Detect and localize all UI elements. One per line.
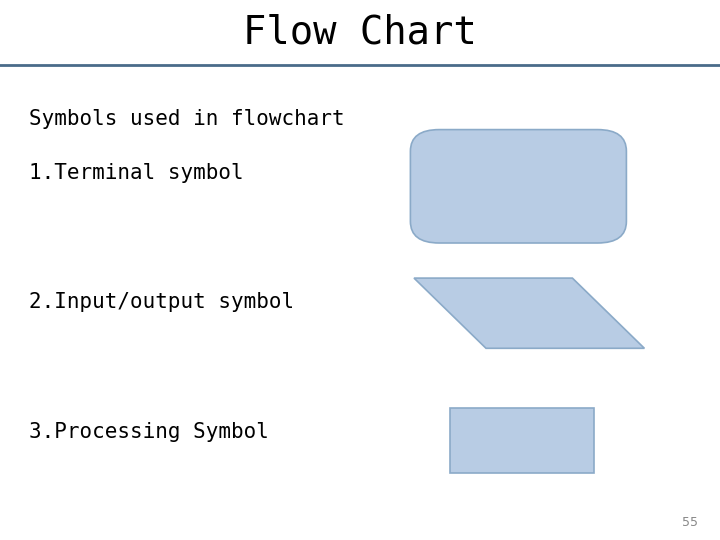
- Text: 55: 55: [683, 516, 698, 529]
- Text: Flow Chart: Flow Chart: [243, 14, 477, 51]
- Text: 1.Terminal symbol: 1.Terminal symbol: [29, 163, 243, 183]
- Polygon shape: [414, 278, 644, 348]
- Text: 3.Processing Symbol: 3.Processing Symbol: [29, 422, 269, 442]
- Text: 2.Input/output symbol: 2.Input/output symbol: [29, 292, 294, 313]
- Bar: [450, 408, 594, 472]
- Text: Symbols used in flowchart: Symbols used in flowchart: [29, 109, 344, 129]
- FancyBboxPatch shape: [410, 130, 626, 243]
